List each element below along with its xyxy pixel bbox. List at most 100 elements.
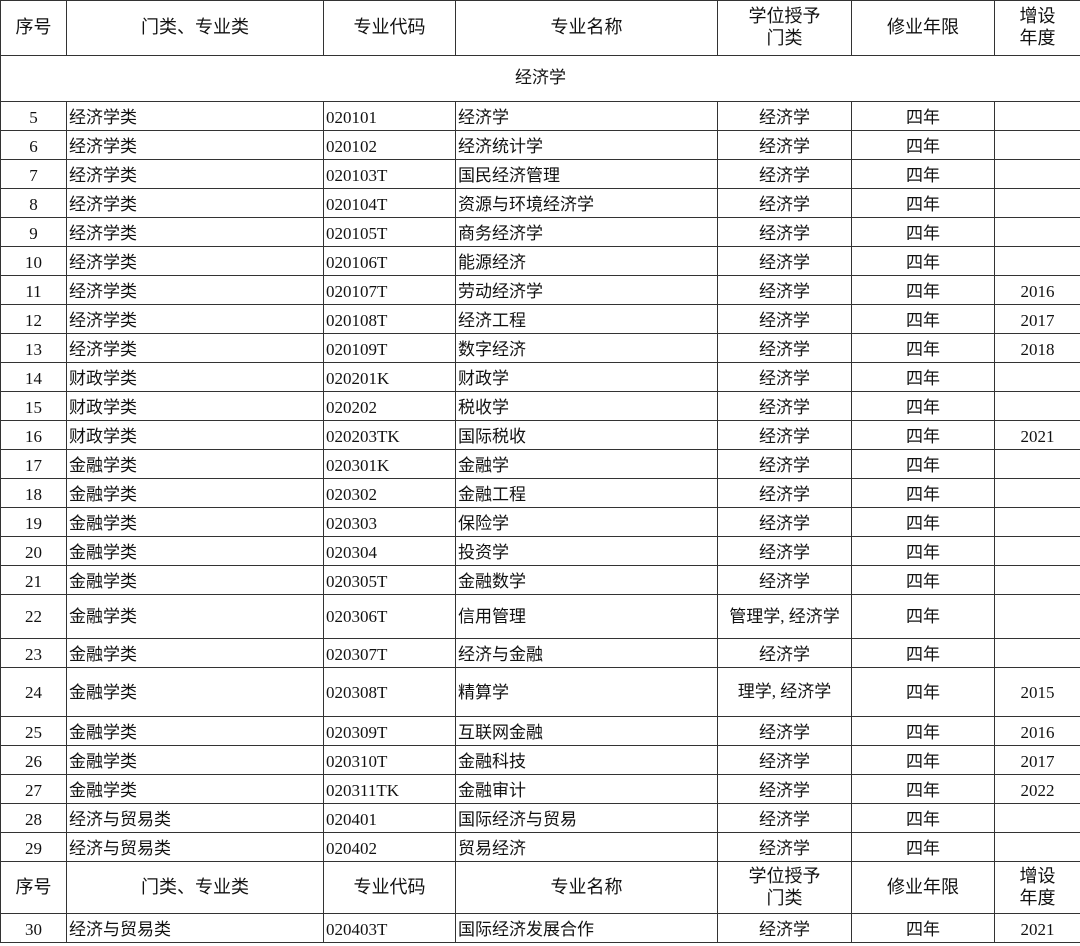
row-code: 020105T xyxy=(323,217,456,247)
table-row: 11 经济学类 020107T 劳动经济学 经济学 四年 2016 xyxy=(0,275,1080,305)
row-name: 财政学 xyxy=(455,362,718,392)
row-number: 11 xyxy=(0,275,67,305)
row-years: 四年 xyxy=(851,275,995,305)
header-class: 门类、专业类 xyxy=(66,0,324,56)
repeat-header-cell: 学位授予 门类 xyxy=(717,861,852,914)
row-code: 020311TK xyxy=(323,774,456,804)
row-added xyxy=(994,638,1080,668)
row-degree: 经济学 xyxy=(717,246,852,276)
row-class: 经济学类 xyxy=(66,159,324,189)
row-added xyxy=(994,565,1080,595)
row-number: 13 xyxy=(0,333,67,363)
row-added: 2017 xyxy=(994,304,1080,334)
row-code: 020403T xyxy=(323,913,456,943)
row-added: 2021 xyxy=(994,913,1080,943)
row-name: 国民经济管理 xyxy=(455,159,718,189)
table-row: 12 经济学类 020108T 经济工程 经济学 四年 2017 xyxy=(0,304,1080,334)
row-code: 020307T xyxy=(323,638,456,668)
row-degree: 经济学 xyxy=(717,391,852,421)
row-code: 020104T xyxy=(323,188,456,218)
row-added xyxy=(994,478,1080,508)
row-degree: 经济学 xyxy=(717,362,852,392)
row-years: 四年 xyxy=(851,304,995,334)
row-years: 四年 xyxy=(851,716,995,746)
row-years: 四年 xyxy=(851,832,995,862)
row-number: 12 xyxy=(0,304,67,334)
row-class: 金融学类 xyxy=(66,507,324,537)
header-row: 序号 门类、专业类 专业代码 专业名称 学位授予 门类 修业年限 增设 年度 xyxy=(0,0,1080,56)
header-code: 专业代码 xyxy=(323,0,456,56)
row-number: 19 xyxy=(0,507,67,537)
row-degree: 经济学 xyxy=(717,449,852,479)
row-degree: 经济学 xyxy=(717,159,852,189)
repeat-header-cell: 专业代码 xyxy=(323,861,456,914)
row-degree: 经济学 xyxy=(717,774,852,804)
row-degree: 经济学 xyxy=(717,716,852,746)
row-years: 四年 xyxy=(851,745,995,775)
row-degree: 经济学 xyxy=(717,188,852,218)
table-row: 23 金融学类 020307T 经济与金融 经济学 四年 xyxy=(0,638,1080,668)
row-code: 020302 xyxy=(323,478,456,508)
row-years: 四年 xyxy=(851,478,995,508)
row-degree: 理学, 经济学 xyxy=(717,667,852,717)
row-years: 四年 xyxy=(851,638,995,668)
row-name: 金融审计 xyxy=(455,774,718,804)
row-name: 精算学 xyxy=(455,667,718,717)
row-degree: 经济学 xyxy=(717,478,852,508)
table-row: 9 经济学类 020105T 商务经济学 经济学 四年 xyxy=(0,217,1080,247)
row-years: 四年 xyxy=(851,217,995,247)
row-name: 经济学 xyxy=(455,101,718,131)
row-class: 金融学类 xyxy=(66,594,324,639)
row-years: 四年 xyxy=(851,803,995,833)
row-class: 经济学类 xyxy=(66,130,324,160)
row-degree: 经济学 xyxy=(717,536,852,566)
row-code: 020301K xyxy=(323,449,456,479)
row-degree: 经济学 xyxy=(717,420,852,450)
row-code: 020202 xyxy=(323,391,456,421)
table-row: 16 财政学类 020203TK 国际税收 经济学 四年 2021 xyxy=(0,420,1080,450)
row-degree: 经济学 xyxy=(717,913,852,943)
row-class: 财政学类 xyxy=(66,362,324,392)
row-number: 21 xyxy=(0,565,67,595)
row-degree: 经济学 xyxy=(717,832,852,862)
table-row: 28 经济与贸易类 020401 国际经济与贸易 经济学 四年 xyxy=(0,803,1080,833)
category-row: 经济学 xyxy=(0,55,1080,102)
row-degree: 经济学 xyxy=(717,130,852,160)
row-name: 国际经济与贸易 xyxy=(455,803,718,833)
row-name: 商务经济学 xyxy=(455,217,718,247)
row-name: 国际税收 xyxy=(455,420,718,450)
row-added: 2016 xyxy=(994,716,1080,746)
row-number: 26 xyxy=(0,745,67,775)
row-code: 020108T xyxy=(323,304,456,334)
header-name: 专业名称 xyxy=(455,0,718,56)
row-years: 四年 xyxy=(851,246,995,276)
row-years: 四年 xyxy=(851,774,995,804)
row-class: 经济学类 xyxy=(66,188,324,218)
table-row: 21 金融学类 020305T 金融数学 经济学 四年 xyxy=(0,565,1080,595)
row-class: 金融学类 xyxy=(66,536,324,566)
row-added xyxy=(994,101,1080,131)
row-class: 经济与贸易类 xyxy=(66,803,324,833)
row-code: 020107T xyxy=(323,275,456,305)
row-class: 经济学类 xyxy=(66,217,324,247)
row-code: 020101 xyxy=(323,101,456,131)
row-degree: 经济学 xyxy=(717,101,852,131)
row-added xyxy=(994,803,1080,833)
row-years: 四年 xyxy=(851,159,995,189)
row-name: 国际经济发展合作 xyxy=(455,913,718,943)
table-row: 19 金融学类 020303 保险学 经济学 四年 xyxy=(0,507,1080,537)
row-added xyxy=(994,391,1080,421)
row-name: 保险学 xyxy=(455,507,718,537)
row-number: 20 xyxy=(0,536,67,566)
row-class: 金融学类 xyxy=(66,565,324,595)
row-number: 18 xyxy=(0,478,67,508)
row-number: 27 xyxy=(0,774,67,804)
row-years: 四年 xyxy=(851,391,995,421)
row-number: 8 xyxy=(0,188,67,218)
row-code: 020304 xyxy=(323,536,456,566)
row-code: 020103T xyxy=(323,159,456,189)
row-number: 5 xyxy=(0,101,67,131)
row-number: 30 xyxy=(0,913,67,943)
repeat-header-cell: 增设 年度 xyxy=(994,861,1080,914)
